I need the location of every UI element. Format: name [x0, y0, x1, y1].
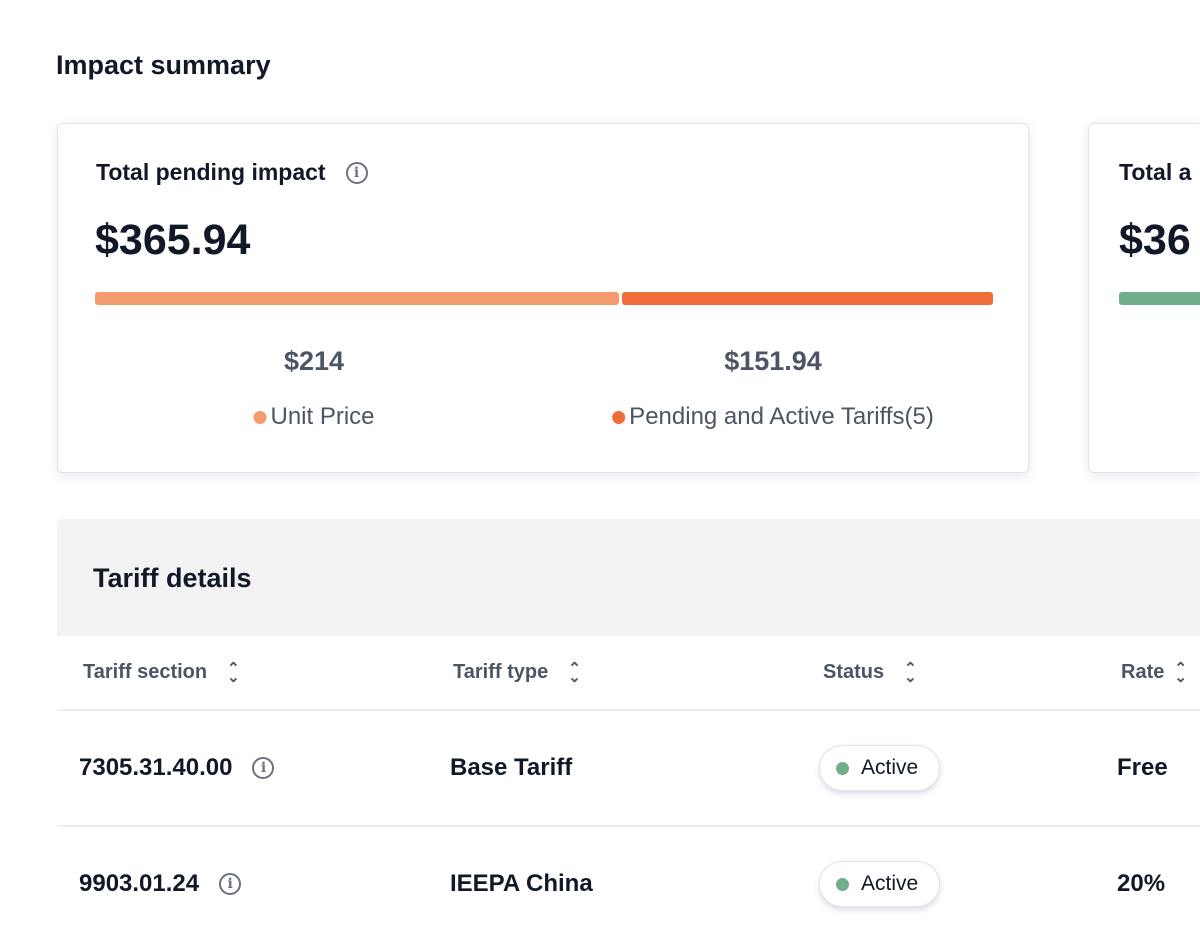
status-cell: Active: [819, 827, 941, 941]
info-icon[interactable]: i: [252, 757, 275, 779]
tariff-section-cell: 7305.31.40.00 i: [79, 711, 275, 825]
tariff-section-cell: 9903.01.24 i: [79, 827, 242, 941]
status-text: Active: [861, 756, 919, 779]
unit-price-value: $214: [283, 346, 345, 376]
column-label: Tariff section: [83, 661, 208, 683]
legend-unit-price: Unit Price: [253, 403, 375, 431]
column-header-tariff-section[interactable]: Tariff section ⌃ ⌄: [83, 636, 240, 709]
tariff-section: 9903.01.24: [79, 870, 200, 897]
unit-price-segment: [95, 292, 619, 305]
rate-cell: Free: [1117, 754, 1168, 781]
total-amount: $365.94: [95, 216, 251, 264]
tariff-type-cell: IEEPA China: [450, 870, 593, 897]
column-label: Tariff type: [453, 661, 549, 683]
tariff-section: 7305.31.40.00: [79, 754, 233, 781]
info-icon[interactable]: i: [345, 161, 368, 184]
column-header-tariff-type[interactable]: Tariff type ⌃ ⌄: [453, 636, 581, 709]
table-row: 9903.01.24 i IEEPA China Active 20%: [57, 825, 1200, 941]
table-header: Tariff section ⌃ ⌄ Tariff type ⌃ ⌄ Status ⌃ ⌄ …: [57, 636, 1200, 709]
column-label: Rate: [1121, 661, 1165, 683]
impact-bar: [95, 292, 993, 305]
legend-label: Unit Price: [270, 403, 375, 430]
tariffs-value: $151.94: [724, 346, 822, 376]
total-active-impact-card: Total a $36: [1088, 123, 1200, 473]
total-amount: $36: [1119, 216, 1191, 264]
total-pending-impact-card: Total pending impact i $365.94 $214 $151…: [57, 123, 1029, 473]
impact-bar: [1119, 292, 1200, 305]
rate-cell: 20%: [1117, 870, 1166, 897]
status-dot: [836, 877, 849, 891]
section-header: Tariff details: [57, 519, 1200, 636]
info-icon[interactable]: i: [219, 873, 242, 895]
sort-icon[interactable]: ⌃ ⌄: [1174, 659, 1187, 686]
legend-dot: [253, 410, 267, 424]
section-title: Tariff details: [93, 563, 252, 593]
table-row: 7305.31.40.00 i Base Tariff Active Free: [57, 709, 1200, 825]
tariff-type-cell: Base Tariff: [450, 754, 573, 781]
status-text: Active: [861, 872, 919, 895]
legend-dot: [612, 410, 626, 424]
card-label: Total a: [1119, 159, 1192, 185]
column-label: Status: [823, 661, 885, 683]
column-header-status[interactable]: Status ⌃ ⌄: [823, 636, 917, 709]
card-label: Total pending impact i: [96, 159, 368, 186]
page-title: Impact summary: [56, 50, 271, 80]
status-badge: Active: [819, 745, 941, 791]
column-header-rate[interactable]: Rate ⌃ ⌄: [1121, 636, 1187, 709]
tariffs-segment: [621, 292, 993, 305]
status-cell: Active: [819, 711, 941, 825]
legend-label: Pending and Active Tariffs(5): [629, 403, 934, 430]
card-label-text: Total pending impact: [96, 159, 326, 185]
sort-icon[interactable]: ⌃ ⌄: [568, 659, 581, 686]
sort-icon[interactable]: ⌃ ⌄: [227, 659, 240, 686]
legend-tariffs: Pending and Active Tariffs(5): [612, 403, 934, 431]
status-dot: [836, 761, 849, 775]
bar-segment: [1119, 292, 1200, 305]
sort-icon[interactable]: ⌃ ⌄: [904, 659, 917, 686]
status-badge: Active: [819, 861, 941, 907]
tariff-details-section: Tariff details Tariff section ⌃ ⌄ Tariff t…: [57, 519, 1200, 919]
